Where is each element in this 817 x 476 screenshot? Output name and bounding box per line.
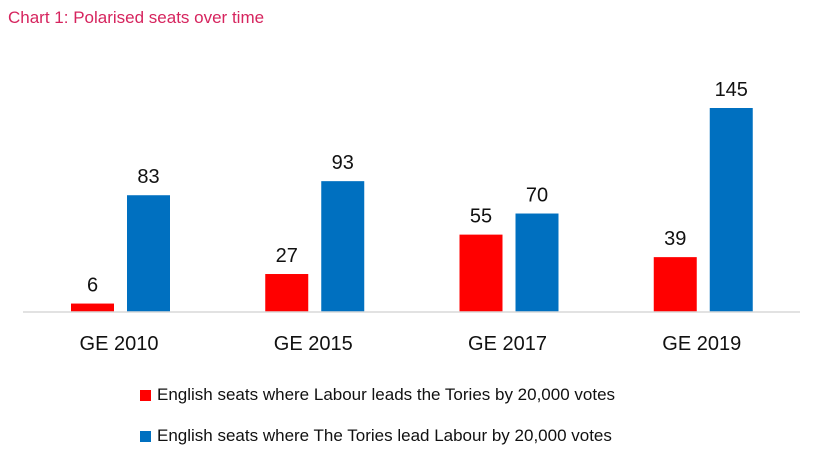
- data-label-ge-2019-series-0: 39: [664, 228, 686, 250]
- data-label-ge-2015-series-0: 27: [276, 245, 298, 267]
- category-label-ge-2010: GE 2010: [80, 333, 159, 355]
- data-labels-layer: 6 83 27 93 55 70 39 145: [87, 79, 748, 297]
- bar-ge-2019-series-1: [709, 108, 753, 312]
- data-label-ge-2010-series-0: 6: [87, 275, 98, 297]
- category-label-ge-2015: GE 2015: [274, 333, 353, 355]
- bar-ge-2017-series-1: [515, 213, 559, 312]
- bar-ge-2010-series-1: [127, 195, 170, 312]
- legend-item-labour: English seats where Labour leads the Tor…: [140, 384, 615, 406]
- data-label-ge-2017-series-0: 55: [470, 206, 492, 228]
- data-label-ge-2015-series-1: 93: [332, 152, 354, 174]
- bar-ge-2017-series-0: [459, 234, 503, 312]
- legend-swatch-tories: [140, 430, 151, 442]
- category-label-ge-2019: GE 2019: [662, 333, 741, 355]
- chart-title: Chart 1: Polarised seats over time: [8, 8, 265, 27]
- bar-ge-2015-series-1: [321, 181, 365, 312]
- legend: English seats where Labour leads the Tor…: [140, 384, 615, 466]
- data-label-ge-2010-series-1: 83: [137, 166, 159, 188]
- category-label-ge-2017: GE 2017: [468, 333, 547, 355]
- legend-label-tories: English seats where The Tories lead Labo…: [157, 426, 612, 445]
- bar-ge-2010-series-0: [71, 303, 114, 312]
- legend-item-tories: English seats where The Tories lead Labo…: [140, 425, 615, 447]
- legend-label-labour: English seats where Labour leads the Tor…: [157, 385, 616, 404]
- data-label-ge-2019-series-1: 145: [715, 79, 748, 101]
- bar-ge-2019-series-0: [653, 257, 697, 312]
- category-labels-layer: GE 2010 GE 2015 GE 2017 GE 2019: [80, 333, 742, 355]
- bar-ge-2015-series-0: [265, 274, 309, 312]
- legend-swatch-labour: [140, 389, 151, 401]
- data-label-ge-2017-series-1: 70: [526, 185, 548, 207]
- bars-layer: [71, 108, 753, 312]
